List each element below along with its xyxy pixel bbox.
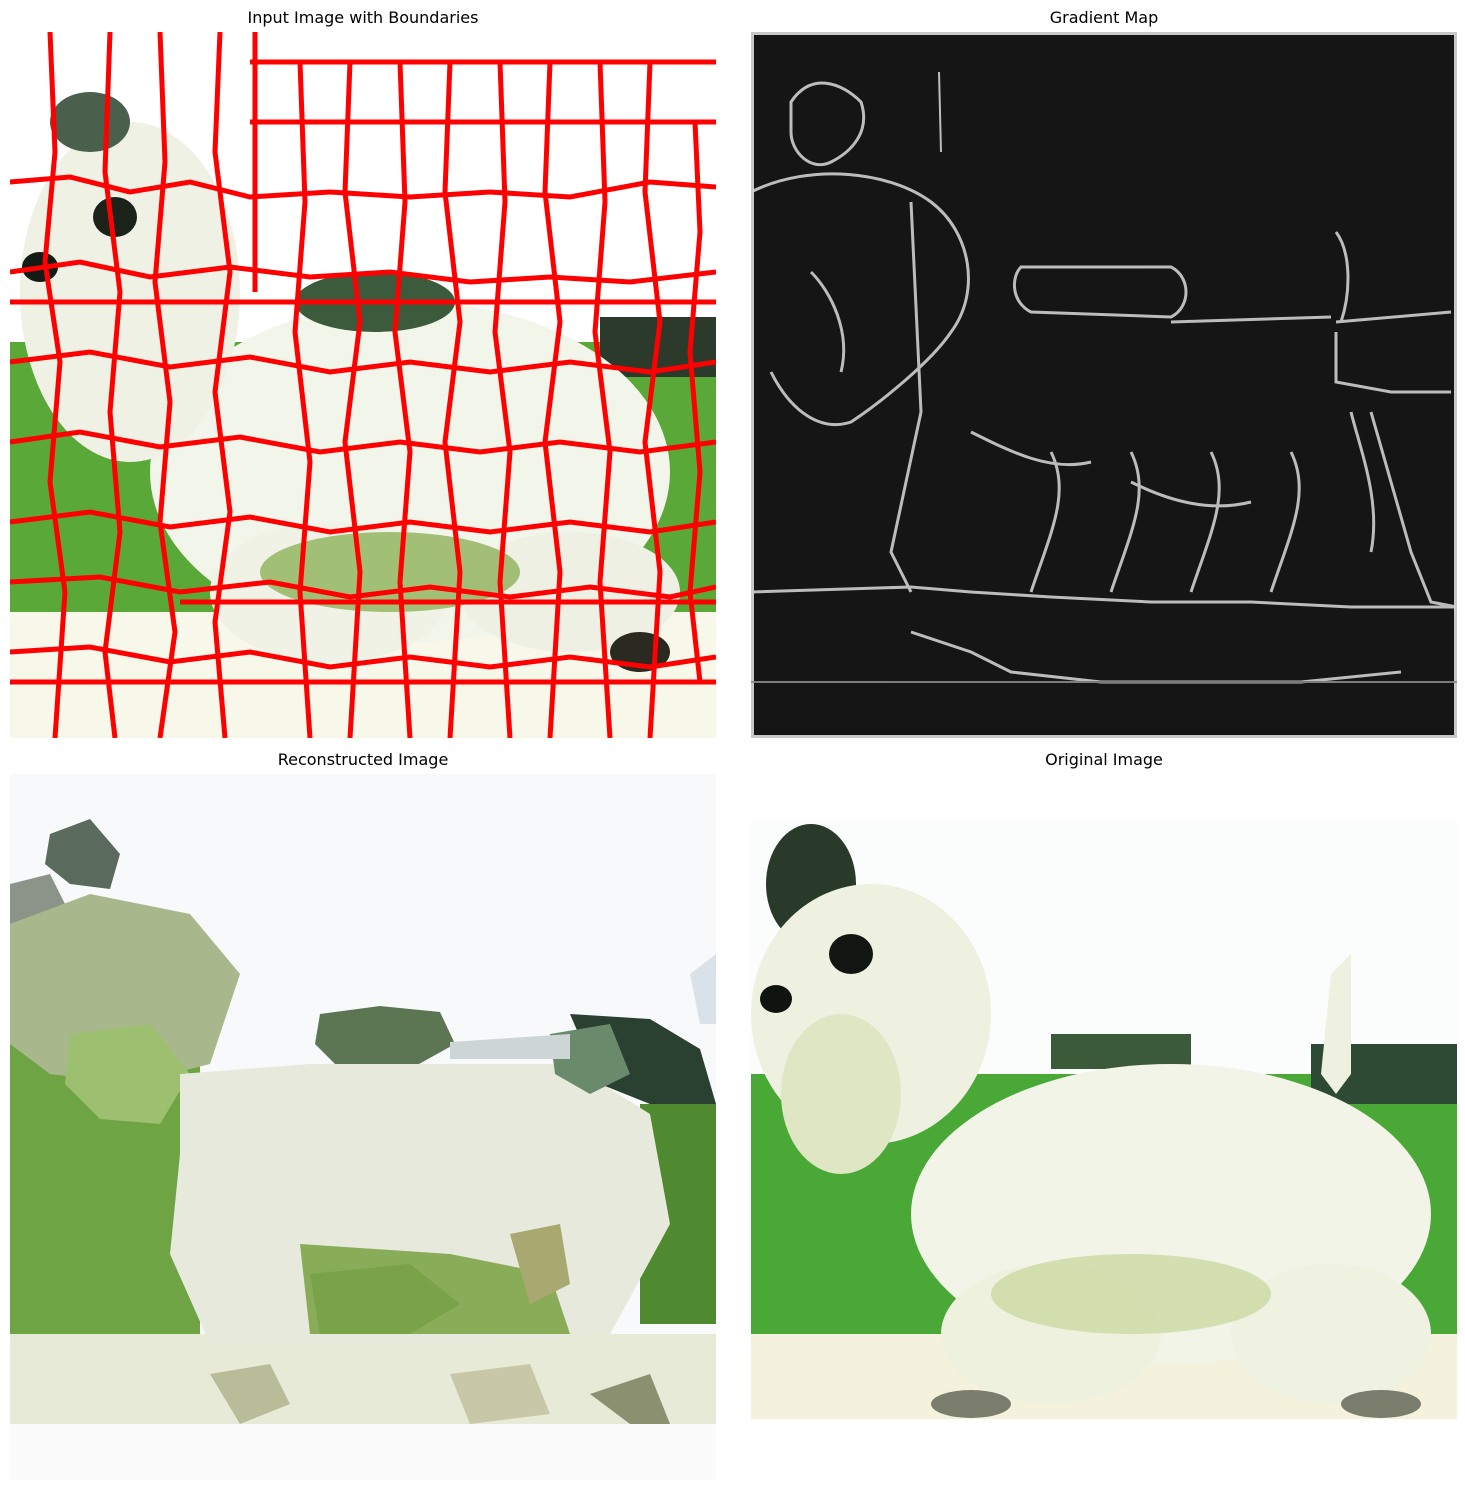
panel-title: Reconstructed Image	[277, 750, 449, 769]
panel-title: Original Image	[1045, 750, 1163, 769]
input-image-with-boundaries	[10, 32, 716, 738]
panel-original: Original Image	[751, 750, 1457, 1480]
panel-reconstructed: Reconstructed Image	[10, 750, 716, 1480]
original-image	[751, 774, 1457, 1480]
panel-gradient-map: Gradient Map	[751, 8, 1457, 738]
panel-title: Input Image with Boundaries	[247, 8, 479, 27]
gradient-map-image	[751, 32, 1457, 738]
panel-title: Gradient Map	[1049, 8, 1159, 27]
reconstructed-image	[10, 774, 716, 1480]
panel-input-boundaries: Input Image with Boundaries	[10, 8, 716, 738]
